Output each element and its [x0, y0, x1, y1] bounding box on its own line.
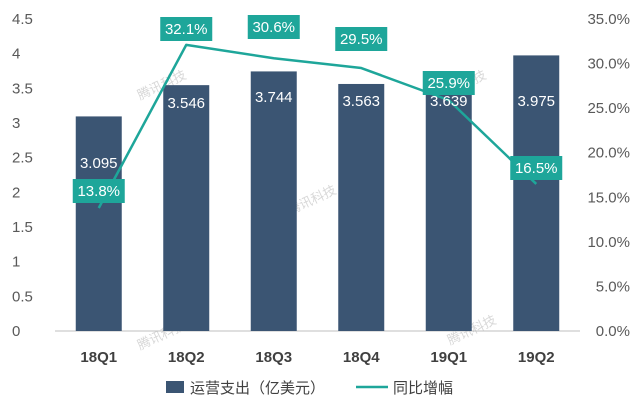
- bar-19Q2: [513, 55, 560, 332]
- bar-value-label: 3.744: [255, 89, 293, 106]
- right-axis-tick-label: 35.0%: [587, 11, 630, 28]
- category-label: 18Q1: [80, 349, 117, 366]
- growth-label-box: [335, 27, 388, 51]
- growth-label-18Q4: 29.5%: [335, 27, 388, 51]
- growth-label-box: [160, 17, 213, 41]
- right-axis-tick-label: 5.0%: [596, 278, 630, 295]
- growth-line-series: [97, 43, 538, 209]
- legend-label-growth: 同比增幅: [393, 380, 453, 397]
- bar-18Q1: [75, 116, 122, 331]
- growth-label-18Q1: 13.8%: [72, 179, 125, 203]
- left-axis-tick-label: 4: [12, 46, 20, 63]
- bar-18Q3: [250, 71, 297, 331]
- category-label: 18Q4: [343, 349, 380, 366]
- left-axis-tick-label: 3: [12, 115, 20, 132]
- category-label: 18Q3: [255, 349, 292, 366]
- growth-value-label: 13.8%: [77, 183, 120, 200]
- right-axis-tick-label: 15.0%: [587, 189, 630, 206]
- growth-value-label: 30.6%: [252, 19, 295, 36]
- bar-value-label: 3.546: [167, 95, 205, 112]
- growth-label-19Q2: 16.5%: [510, 156, 563, 180]
- left-axis-tick-label: 4.5: [12, 11, 33, 28]
- right-axis-tick-label: 0.0%: [596, 323, 630, 340]
- category-label: 19Q1: [430, 349, 467, 366]
- right-axis-tick-label: 10.0%: [587, 234, 630, 251]
- bars: [75, 55, 560, 332]
- growth-line: [97, 43, 538, 209]
- bar-value-label: 3.095: [80, 155, 118, 172]
- legend-label-opex: 运营支出（亿美元）: [190, 380, 325, 397]
- growth-value-labels: 13.8% 32.1% 30.6% 29.5% 25.9% 16.5%: [72, 15, 563, 203]
- right-axis-tick-label: 30.0%: [587, 56, 630, 73]
- left-axis: 0 0.5 1 1.5 2 2.5 3 3.5 4 4.5: [12, 11, 33, 340]
- left-axis-tick-label: 1.5: [12, 219, 33, 236]
- bar-18Q2: [163, 85, 210, 331]
- growth-value-label: 32.1%: [165, 21, 208, 38]
- left-axis-tick-label: 2.5: [12, 150, 33, 167]
- legend: 运营支出（亿美元） 同比增幅: [166, 380, 453, 397]
- bar-value-label: 3.639: [430, 93, 468, 110]
- growth-value-label: 29.5%: [340, 31, 383, 48]
- right-axis-tick-label: 25.0%: [587, 100, 630, 117]
- growth-label-box: [510, 156, 563, 180]
- category-labels: 18Q1 18Q2 18Q3 18Q4 19Q1 19Q2: [80, 349, 554, 366]
- category-label: 18Q2: [168, 349, 205, 366]
- category-label: 19Q2: [518, 349, 555, 366]
- bar-19Q1: [425, 78, 472, 331]
- growth-label-18Q2: 32.1%: [160, 17, 213, 41]
- growth-label-18Q3: 30.6%: [247, 15, 300, 39]
- growth-value-label: 25.9%: [427, 75, 470, 92]
- growth-value-label: 16.5%: [515, 160, 558, 177]
- bar-value-label: 3.563: [342, 93, 380, 110]
- growth-label-box: [72, 179, 125, 203]
- legend-swatch-opex: [166, 381, 184, 393]
- growth-label-box: [422, 71, 475, 95]
- left-axis-tick-label: 0: [12, 323, 20, 340]
- right-axis: 0.0% 5.0% 10.0% 15.0% 20.0% 25.0% 30.0% 35.0%: [587, 11, 630, 340]
- bar-value-label: 3.975: [517, 93, 555, 110]
- bar-value-labels: 3.095 3.546 3.744 3.563 3.639 3.975: [80, 89, 555, 172]
- right-axis-tick-label: 20.0%: [587, 145, 630, 162]
- left-axis-tick-label: 3.5: [12, 80, 33, 97]
- left-axis-tick-label: 2: [12, 184, 20, 201]
- bar-18Q4: [338, 83, 385, 331]
- growth-label-box: [247, 15, 300, 39]
- growth-label-19Q1: 25.9%: [422, 71, 475, 95]
- left-axis-tick-label: 1: [12, 254, 20, 271]
- left-axis-tick-label: 0.5: [12, 288, 33, 305]
